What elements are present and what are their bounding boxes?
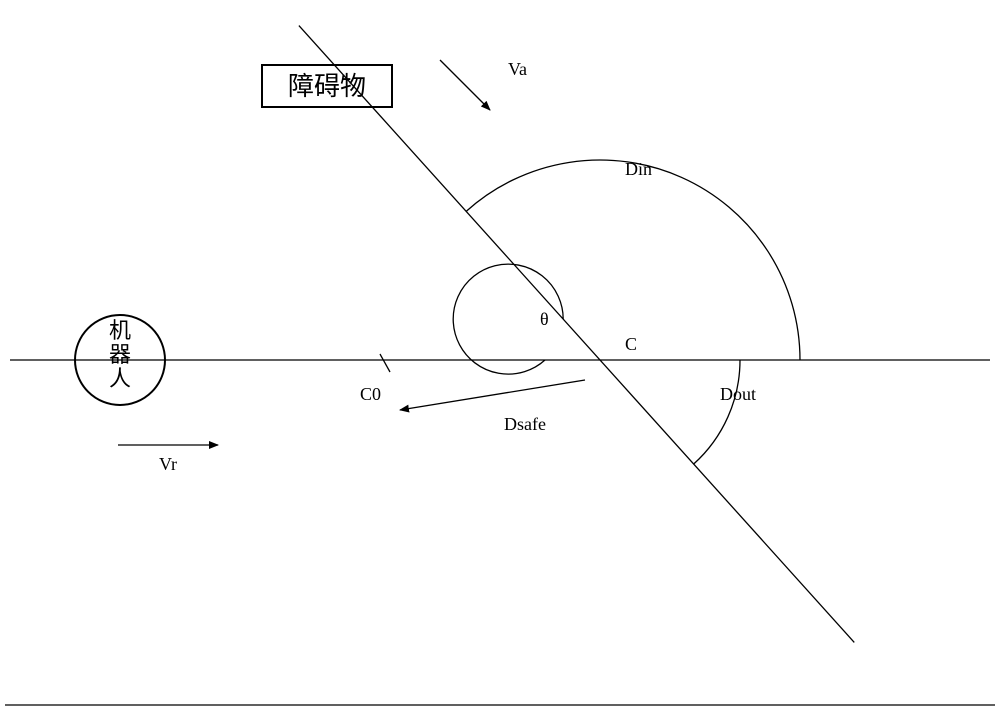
dsafe-arrow <box>400 380 585 410</box>
robot-label: 人 <box>109 366 131 391</box>
obstacle-path-line <box>299 26 854 643</box>
diagram-canvas: 机器人 Vr 障碍物 Va θ Din Dout C C0 Dsafe <box>0 0 1000 728</box>
dsafe-label: Dsafe <box>504 414 546 434</box>
va-arrow <box>440 60 490 110</box>
din-arc <box>466 160 800 360</box>
robot-label: 器 <box>109 342 131 367</box>
va-label: Va <box>508 59 527 79</box>
c0-tick <box>380 354 390 372</box>
theta-label: θ <box>540 309 549 329</box>
obstacle-label: 障碍物 <box>288 72 366 101</box>
c-label: C <box>625 334 637 354</box>
dout-arc <box>694 360 740 464</box>
vr-label: Vr <box>159 454 177 474</box>
robot-label: 机 <box>109 318 131 343</box>
c0-label: C0 <box>360 384 381 404</box>
dout-label: Dout <box>720 384 756 404</box>
din-label: Din <box>625 159 652 179</box>
